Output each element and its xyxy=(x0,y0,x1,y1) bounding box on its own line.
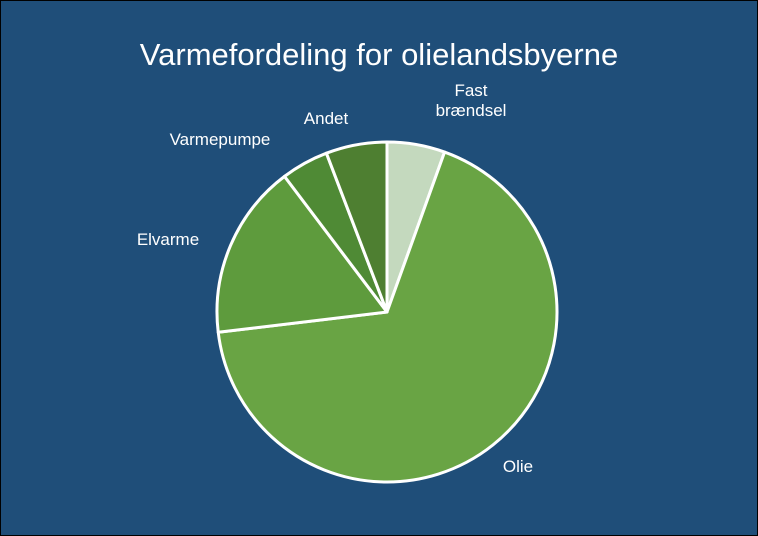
pie-slice xyxy=(215,174,389,334)
slice-label: Varmepumpe xyxy=(169,130,271,149)
slice-label: Elvarme xyxy=(136,230,200,249)
pie-slice xyxy=(216,150,559,484)
chart-title: Varmefordeling for olielandsbyerne xyxy=(139,37,619,72)
pie-slice xyxy=(324,140,389,314)
slice-label: Olie xyxy=(502,457,534,476)
slice-label: Fast brændsel xyxy=(435,81,507,120)
slice-label: Andet xyxy=(303,109,349,128)
